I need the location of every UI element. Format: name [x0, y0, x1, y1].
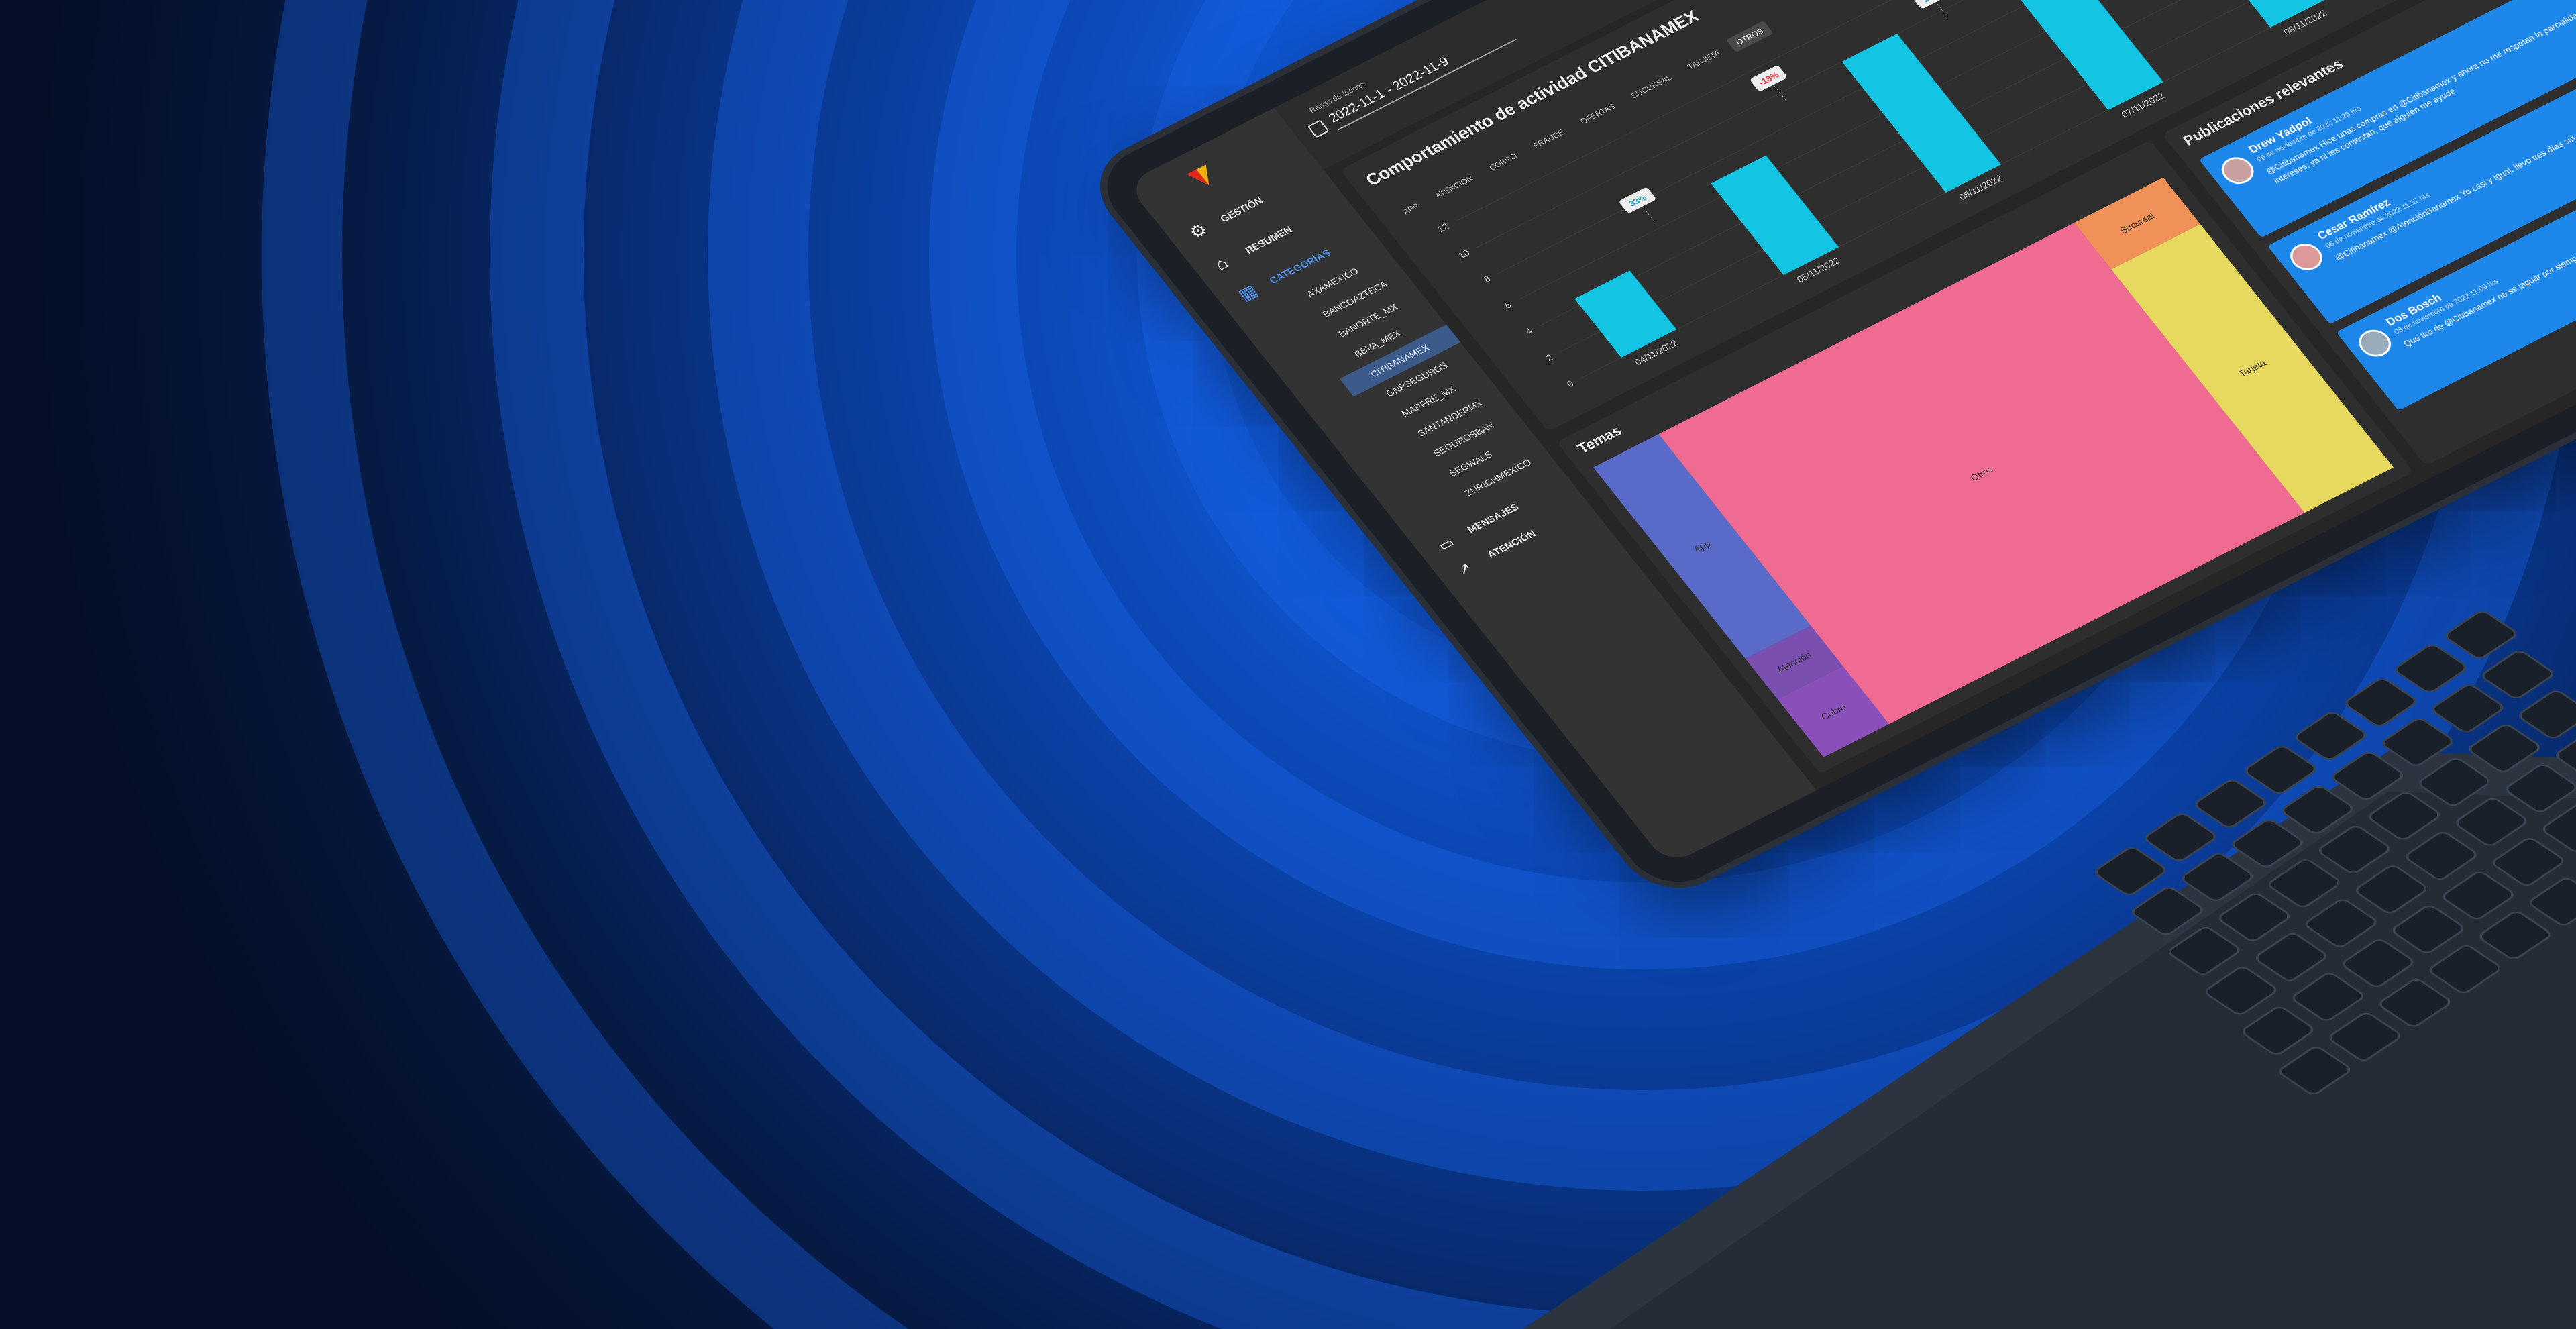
app-logo: [1187, 164, 1210, 186]
y-tick-label: 6: [1502, 300, 1513, 311]
treemap-label-sucursal: Sucursal: [2117, 211, 2157, 236]
bar: [1841, 34, 2001, 193]
treemap-label-atencion: Atención: [1774, 649, 1814, 675]
treemap-label-otros: Otros: [1968, 464, 1995, 483]
sidebar: ⚙ GESTIÓN ⌂ RESUMEN ▦ CATEGORÍAS AXAMEXI…: [1126, 107, 1817, 866]
change-badge: [1750, 66, 1786, 91]
sidebar-item-atencion[interactable]: ATENCIÓN: [1485, 528, 1538, 561]
bar: [1711, 155, 1839, 275]
activity-chart: 02468101204/11/202233%05/11/2022-18%06/1…: [1435, 0, 2555, 389]
gridline: [1456, 0, 2430, 222]
y-tick-label: 12: [1435, 221, 1451, 235]
treemap-label-tarjeta: Tarjeta: [2236, 358, 2269, 379]
chat-icon[interactable]: ▭: [1434, 534, 1458, 554]
gridline: [1518, 0, 2493, 301]
avatar: [2353, 325, 2398, 362]
bar: [2009, 0, 2163, 110]
sidebar-item-gestion[interactable]: GESTIÓN: [1218, 195, 1266, 225]
y-tick-label: 2: [1544, 352, 1555, 363]
gridline: [1497, 0, 2472, 274]
sidebar-item-mensajes[interactable]: MENSAJES: [1465, 501, 1521, 536]
filter-app[interactable]: APP: [1401, 201, 1421, 217]
bar: [1574, 270, 1677, 358]
gridline: [1560, 0, 2534, 353]
grid-icon[interactable]: ▦: [1234, 280, 1262, 305]
home-icon[interactable]: ⌂: [1210, 253, 1232, 274]
gridline: [1477, 0, 2451, 248]
y-tick-label: 4: [1523, 326, 1534, 337]
avatar: [2215, 152, 2260, 189]
y-tick-label: 8: [1481, 274, 1493, 284]
y-tick-label: 0: [1564, 378, 1576, 389]
gridline: [1580, 0, 2555, 379]
change-badge: [1913, 0, 1949, 9]
gridline: [1539, 0, 2514, 327]
treemap-label-cobro: Cobro: [1818, 701, 1848, 722]
topics-title: Temas: [1574, 423, 1625, 457]
activity-card: Comportamiento de actividad CITIBANAMEX …: [1340, 0, 2576, 432]
screen: ⚙ GESTIÓN ⌂ RESUMEN ▦ CATEGORÍAS AXAMEXI…: [1126, 0, 2576, 866]
sidebar-item-resumen[interactable]: RESUMEN: [1243, 224, 1295, 256]
gear-icon[interactable]: ⚙: [1185, 219, 1212, 243]
avatar: [2284, 238, 2329, 275]
laptop-lid: ⚙ GESTIÓN ⌂ RESUMEN ▦ CATEGORÍAS AXAMEXI…: [1087, 0, 2576, 898]
filter-otros[interactable]: OTROS: [1726, 21, 1774, 53]
chart-icon[interactable]: ↗: [1454, 559, 1476, 578]
change-badge: [1619, 187, 1656, 213]
calendar-icon[interactable]: [1307, 119, 1330, 138]
category-segwals[interactable]: SEGWALS: [1446, 449, 1495, 478]
main-area: Rango de fechas 2022-11-1 - 2022-11-9 ⌕ …: [1274, 0, 2576, 790]
y-tick-label: 10: [1456, 248, 1472, 261]
treemap-label-app: App: [1691, 538, 1713, 555]
